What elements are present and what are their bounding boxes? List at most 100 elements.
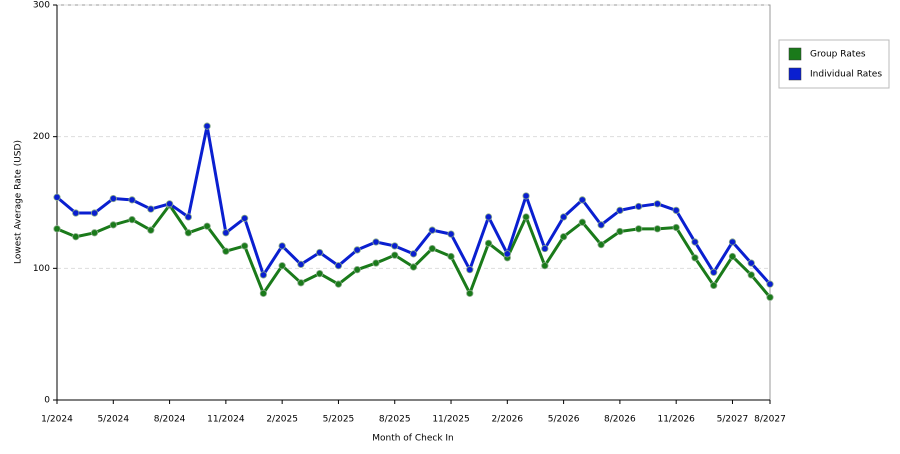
point <box>372 238 380 246</box>
point <box>165 200 174 208</box>
point <box>297 279 305 287</box>
point <box>391 242 399 250</box>
x-tick-label: 11/2026 <box>657 415 695 425</box>
point <box>597 221 605 229</box>
point <box>109 221 117 229</box>
point <box>672 223 680 232</box>
point <box>541 244 549 253</box>
point <box>747 259 755 267</box>
plot-frame <box>56 4 771 401</box>
x-tick-label: 1/2024 <box>41 415 73 425</box>
point <box>222 247 230 255</box>
point <box>147 205 155 213</box>
point <box>747 271 755 279</box>
point <box>766 280 774 288</box>
series-line <box>56 124 772 286</box>
legend-swatch <box>788 67 802 81</box>
point <box>353 266 361 274</box>
legend-label: Individual Rates <box>810 70 882 80</box>
point <box>578 196 586 204</box>
x-tick-label: 2/2026 <box>491 415 523 425</box>
point <box>484 239 493 247</box>
point <box>353 246 361 254</box>
point <box>766 293 774 301</box>
point <box>635 225 643 233</box>
point <box>72 209 80 217</box>
point <box>409 250 418 258</box>
point <box>428 226 436 234</box>
point <box>653 225 662 233</box>
legend-swatch <box>788 47 802 61</box>
point <box>710 268 718 276</box>
x-axis-label: Month of Check In <box>372 434 454 444</box>
point <box>635 202 643 211</box>
point <box>316 269 324 278</box>
point <box>560 233 568 241</box>
point <box>222 229 230 237</box>
point <box>334 262 343 270</box>
point <box>522 213 530 221</box>
y-tick-label: 300 <box>33 1 50 11</box>
x-tick-label: 8/2027 <box>754 415 786 425</box>
point <box>90 229 99 237</box>
point <box>672 206 680 214</box>
x-tick-label: 2/2025 <box>266 415 298 425</box>
point <box>128 196 136 204</box>
point <box>728 238 737 246</box>
point <box>616 227 624 236</box>
legend-label: Group Rates <box>810 50 866 60</box>
x-tick-label: 8/2024 <box>154 415 186 425</box>
point <box>90 209 99 217</box>
point <box>259 289 267 297</box>
y-tick-label: 100 <box>33 264 50 274</box>
point <box>334 280 343 288</box>
point <box>653 200 662 208</box>
point <box>203 122 211 130</box>
point <box>128 216 136 224</box>
point <box>53 193 61 201</box>
point <box>691 254 699 262</box>
point <box>147 226 155 234</box>
x-tick-label: 5/2027 <box>717 415 749 425</box>
point <box>597 241 605 249</box>
point <box>259 271 267 279</box>
point <box>428 244 436 253</box>
point <box>316 248 324 257</box>
point <box>466 266 474 274</box>
point <box>728 252 737 261</box>
point <box>203 222 211 230</box>
point <box>616 206 624 214</box>
point <box>72 233 80 241</box>
point <box>241 242 249 250</box>
point <box>541 262 549 270</box>
point <box>109 194 117 203</box>
x-tick-label: 8/2025 <box>379 415 411 425</box>
point <box>484 213 493 221</box>
point <box>241 214 249 222</box>
point <box>372 259 380 267</box>
y-axis-label: Lowest Average Rate (USD) <box>14 140 24 264</box>
point <box>447 252 455 261</box>
x-tick-label: 8/2026 <box>604 415 636 425</box>
point <box>578 218 586 226</box>
point <box>466 289 474 297</box>
x-tick-label: 5/2026 <box>548 415 580 425</box>
x-tick-label: 5/2025 <box>323 415 355 425</box>
x-tick-label: 11/2025 <box>432 415 469 425</box>
point <box>522 192 530 200</box>
legend-box <box>778 39 890 89</box>
point <box>710 281 718 290</box>
y-tick-label: 200 <box>33 132 50 142</box>
x-tick-label: 5/2024 <box>97 415 129 425</box>
point <box>503 250 511 258</box>
point <box>297 260 305 268</box>
x-tick-label: 11/2024 <box>207 415 245 425</box>
y-tick-label: 0 <box>44 396 50 406</box>
point <box>278 242 286 250</box>
point <box>184 229 192 237</box>
point <box>560 213 568 221</box>
point <box>184 213 192 221</box>
point <box>409 263 418 271</box>
point <box>691 238 699 246</box>
